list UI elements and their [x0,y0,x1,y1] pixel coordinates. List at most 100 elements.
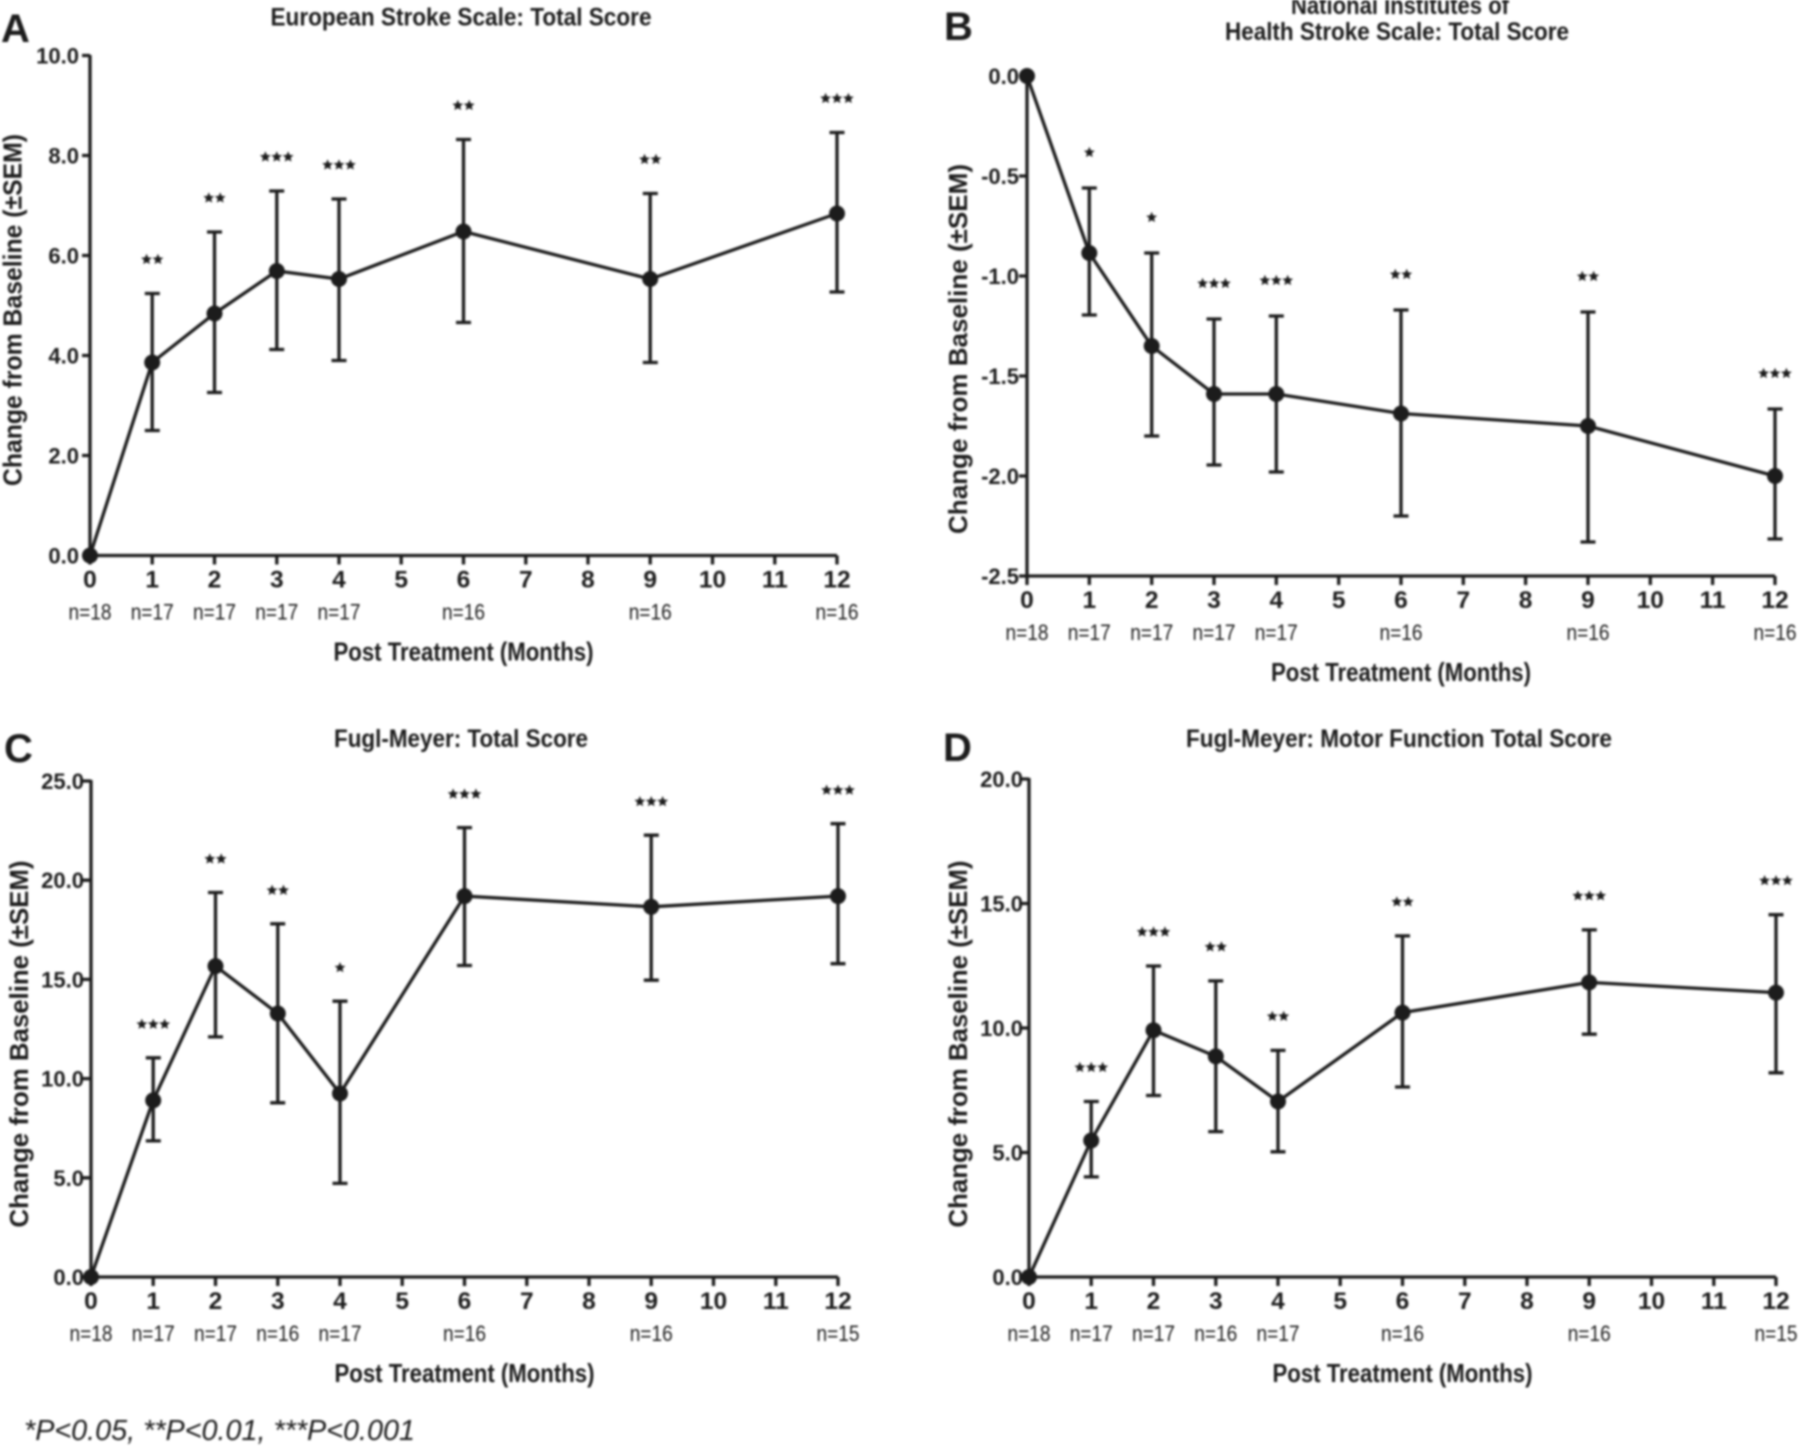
svg-text:n=16: n=16 [1381,1321,1424,1346]
svg-text:4.0: 4.0 [48,344,79,369]
svg-text:n=17: n=17 [194,1321,237,1346]
svg-text:-1.5: -1.5 [981,364,1019,389]
svg-text:n=18: n=18 [1008,1321,1051,1346]
svg-text:*P<0.05, **P<0.01, ***P<0.001: *P<0.05, **P<0.01, ***P<0.001 [24,1415,415,1446]
svg-text:n=16: n=16 [629,600,672,625]
svg-text:n=17: n=17 [1132,1321,1175,1346]
svg-text:0: 0 [1020,587,1034,614]
svg-text:n=16: n=16 [1380,620,1423,645]
svg-text:6: 6 [457,567,471,594]
svg-text:7: 7 [1456,587,1470,614]
svg-text:Post Treatment (Months): Post Treatment (Months) [335,1358,595,1388]
svg-text:n=15: n=15 [817,1321,860,1346]
svg-text:n=17: n=17 [132,1321,175,1346]
svg-text:2: 2 [209,1288,223,1315]
svg-text:Post Treatment (Months): Post Treatment (Months) [1271,657,1531,687]
svg-text:0.0: 0.0 [48,544,79,569]
svg-text:5: 5 [1332,587,1346,614]
svg-text:B: B [944,5,973,49]
svg-text:3: 3 [270,567,284,594]
svg-text:2: 2 [1147,1288,1161,1315]
svg-text:12: 12 [823,567,850,594]
svg-text:10: 10 [1637,587,1664,614]
svg-text:D: D [943,726,972,770]
svg-text:8.0: 8.0 [48,144,79,169]
svg-text:8: 8 [582,1288,596,1315]
svg-text:Post Treatment (Months): Post Treatment (Months) [334,637,594,667]
svg-text:2: 2 [208,567,222,594]
svg-text:7: 7 [1458,1288,1472,1315]
svg-text:n=16: n=16 [256,1321,299,1346]
svg-text:20.0: 20.0 [980,767,1023,792]
svg-text:n=15: n=15 [1755,1321,1798,1346]
svg-text:11: 11 [1701,1288,1727,1315]
svg-text:n=16: n=16 [443,1321,486,1346]
svg-text:Post Treatment (Months): Post Treatment (Months) [1273,1358,1533,1388]
svg-text:5: 5 [395,1288,409,1315]
svg-text:n=17: n=17 [1130,620,1173,645]
svg-text:12: 12 [824,1288,851,1315]
svg-text:10: 10 [700,1288,727,1315]
svg-text:Fugl-Meyer: Motor Function Tot: Fugl-Meyer: Motor Function Total Score [1186,725,1612,753]
svg-text:0: 0 [83,567,97,594]
svg-text:10: 10 [699,567,726,594]
svg-text:4: 4 [1271,1288,1285,1315]
svg-text:n=17: n=17 [131,600,174,625]
svg-text:Change from Baseline (±SEM): Change from Baseline (±SEM) [0,134,28,486]
svg-text:n=18: n=18 [69,600,112,625]
svg-text:3: 3 [1207,587,1221,614]
svg-text:0: 0 [84,1288,98,1315]
svg-text:n=17: n=17 [1255,620,1298,645]
svg-text:National Institutes of: National Institutes of [1291,0,1510,20]
svg-text:European Stroke Scale: Total S: European Stroke Scale: Total Score [271,4,652,32]
svg-text:15.0: 15.0 [41,967,84,992]
svg-text:12: 12 [1761,587,1788,614]
svg-text:Change from Baseline (±SEM): Change from Baseline (±SEM) [4,861,34,1228]
svg-text:10.0: 10.0 [980,1016,1023,1041]
svg-text:6: 6 [1396,1288,1410,1315]
svg-text:4: 4 [332,567,346,594]
svg-text:n=17: n=17 [318,600,361,625]
svg-text:3: 3 [271,1288,285,1315]
svg-text:5.0: 5.0 [53,1166,84,1191]
svg-text:n=16: n=16 [1568,1321,1611,1346]
svg-text:12: 12 [1762,1288,1789,1315]
svg-text:n=17: n=17 [1068,620,1111,645]
svg-text:n=16: n=16 [816,600,859,625]
svg-text:n=17: n=17 [193,600,236,625]
svg-text:8: 8 [1520,1288,1534,1315]
svg-text:9: 9 [1582,1288,1596,1315]
svg-text:1: 1 [145,567,159,594]
svg-text:11: 11 [1700,587,1726,614]
svg-text:n=17: n=17 [1257,1321,1300,1346]
svg-text:n=18: n=18 [1006,620,1049,645]
svg-text:4: 4 [1269,587,1283,614]
svg-text:7: 7 [519,567,533,594]
svg-text:10.0: 10.0 [36,44,79,69]
svg-text:n=17: n=17 [319,1321,362,1346]
svg-text:2: 2 [1145,587,1159,614]
svg-text:4: 4 [333,1288,347,1315]
svg-text:5: 5 [394,567,408,594]
svg-text:25.0: 25.0 [41,769,84,794]
svg-text:10: 10 [1638,1288,1665,1315]
svg-text:15.0: 15.0 [980,892,1023,917]
svg-text:1: 1 [1082,587,1096,614]
svg-text:n=16: n=16 [1754,620,1797,645]
svg-text:0.0: 0.0 [988,64,1019,89]
svg-text:n=17: n=17 [1193,620,1236,645]
svg-text:9: 9 [643,567,657,594]
svg-text:6.0: 6.0 [48,244,79,269]
svg-text:n=16: n=16 [442,600,485,625]
svg-text:A: A [1,7,30,51]
svg-text:7: 7 [520,1288,534,1315]
svg-text:5: 5 [1333,1288,1347,1315]
svg-text:2.0: 2.0 [48,444,79,469]
svg-text:6: 6 [458,1288,472,1315]
svg-text:Change from Baseline (±SEM): Change from Baseline (±SEM) [943,164,973,534]
svg-text:0.0: 0.0 [992,1265,1023,1290]
svg-text:10.0: 10.0 [41,1067,84,1092]
svg-text:11: 11 [762,567,788,594]
svg-text:-2.0: -2.0 [981,464,1019,489]
svg-text:1: 1 [1084,1288,1098,1315]
